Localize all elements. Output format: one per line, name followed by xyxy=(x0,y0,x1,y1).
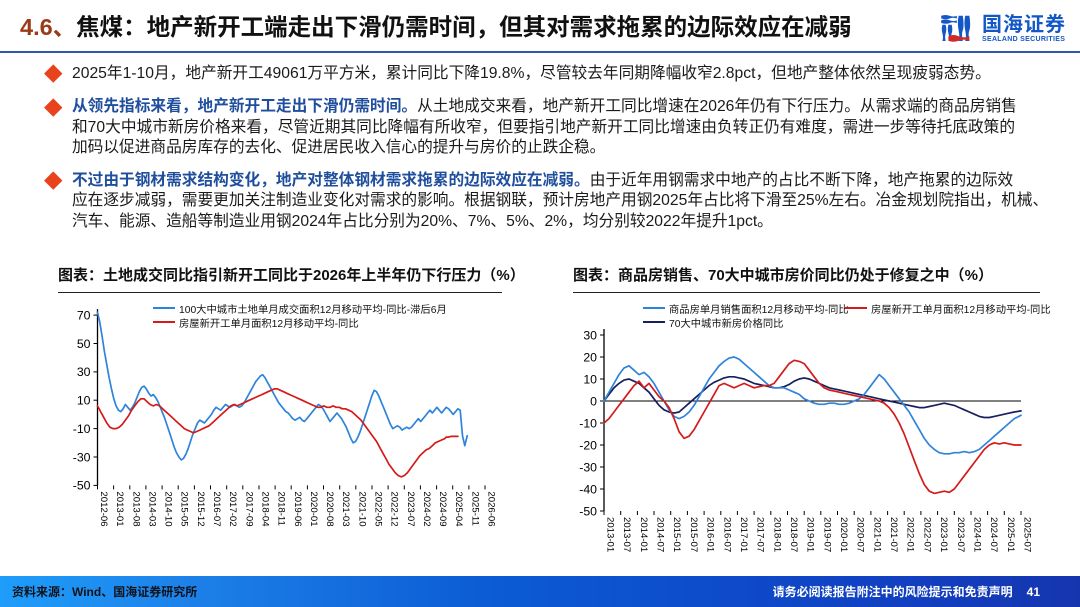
svg-text:2019-07: 2019-07 xyxy=(821,517,832,552)
svg-text:2020-08: 2020-08 xyxy=(324,491,335,526)
svg-text:2013-07: 2013-07 xyxy=(621,517,632,552)
svg-text:2025-04: 2025-04 xyxy=(453,491,464,527)
svg-text:2024-02: 2024-02 xyxy=(421,491,432,526)
svg-text:2014-01: 2014-01 xyxy=(638,517,649,552)
svg-text:2015-07: 2015-07 xyxy=(688,517,699,552)
svg-text:2018-01: 2018-01 xyxy=(771,517,782,552)
svg-text:2022-07: 2022-07 xyxy=(921,517,932,552)
svg-text:2021-07: 2021-07 xyxy=(888,517,899,552)
svg-text:50: 50 xyxy=(77,337,91,351)
svg-text:2014-07: 2014-07 xyxy=(655,517,666,552)
svg-text:2013-01: 2013-01 xyxy=(605,517,616,552)
svg-text:2017-01: 2017-01 xyxy=(738,517,749,552)
svg-text:70: 70 xyxy=(77,308,91,322)
svg-text:2018-04: 2018-04 xyxy=(260,491,271,527)
svg-text:2020-01: 2020-01 xyxy=(308,491,319,526)
svg-text:2021-10: 2021-10 xyxy=(356,491,367,526)
svg-text:10: 10 xyxy=(583,372,597,386)
svg-text:2021-01: 2021-01 xyxy=(871,517,882,552)
svg-text:2020-01: 2020-01 xyxy=(838,517,849,552)
svg-text:2015-12: 2015-12 xyxy=(195,491,206,526)
svg-text:2022-01: 2022-01 xyxy=(905,517,916,552)
svg-text:2024-07: 2024-07 xyxy=(988,517,999,552)
svg-text:-30: -30 xyxy=(73,450,91,464)
svg-text:2017-02: 2017-02 xyxy=(227,491,238,526)
svg-text:0: 0 xyxy=(590,394,597,408)
svg-text:2022-12: 2022-12 xyxy=(389,491,400,526)
svg-text:2025-01: 2025-01 xyxy=(1005,517,1016,552)
svg-text:2023-07: 2023-07 xyxy=(405,491,416,526)
svg-text:2012-06: 2012-06 xyxy=(98,491,109,526)
svg-text:2014-10: 2014-10 xyxy=(163,491,174,526)
svg-text:2023-01: 2023-01 xyxy=(938,517,949,552)
svg-text:-30: -30 xyxy=(579,460,597,474)
svg-text:2018-07: 2018-07 xyxy=(788,517,799,552)
svg-text:2015-01: 2015-01 xyxy=(671,517,682,552)
svg-text:20: 20 xyxy=(583,350,597,364)
svg-text:2021-03: 2021-03 xyxy=(340,491,351,526)
svg-text:2018-11: 2018-11 xyxy=(276,491,287,526)
svg-text:2025-11: 2025-11 xyxy=(469,491,480,526)
svg-text:2020-07: 2020-07 xyxy=(855,517,866,552)
svg-text:2014-03: 2014-03 xyxy=(146,491,157,526)
svg-text:-50: -50 xyxy=(579,504,597,518)
svg-text:-50: -50 xyxy=(73,479,91,493)
svg-text:-40: -40 xyxy=(579,482,597,496)
svg-text:30: 30 xyxy=(583,328,597,342)
svg-text:2016-07: 2016-07 xyxy=(721,517,732,552)
svg-text:2017-09: 2017-09 xyxy=(243,491,254,526)
svg-text:2022-05: 2022-05 xyxy=(373,491,384,526)
svg-text:2026-06: 2026-06 xyxy=(486,491,497,526)
svg-text:-10: -10 xyxy=(579,416,597,430)
svg-text:2016-01: 2016-01 xyxy=(705,517,716,552)
svg-text:2024-09: 2024-09 xyxy=(437,491,448,526)
svg-text:2013-01: 2013-01 xyxy=(114,491,125,526)
svg-text:2023-07: 2023-07 xyxy=(955,517,966,552)
svg-text:2019-01: 2019-01 xyxy=(805,517,816,552)
svg-text:2024-01: 2024-01 xyxy=(972,517,983,552)
svg-text:2013-08: 2013-08 xyxy=(130,491,141,526)
svg-text:2017-07: 2017-07 xyxy=(755,517,766,552)
svg-text:2025-07: 2025-07 xyxy=(1022,517,1033,552)
svg-text:2015-05: 2015-05 xyxy=(179,491,190,526)
svg-text:2019-06: 2019-06 xyxy=(292,491,303,526)
svg-text:10: 10 xyxy=(77,394,91,408)
svg-text:30: 30 xyxy=(77,365,91,379)
svg-text:-20: -20 xyxy=(579,438,597,452)
svg-text:-10: -10 xyxy=(73,422,91,436)
svg-text:2016-07: 2016-07 xyxy=(211,491,222,526)
